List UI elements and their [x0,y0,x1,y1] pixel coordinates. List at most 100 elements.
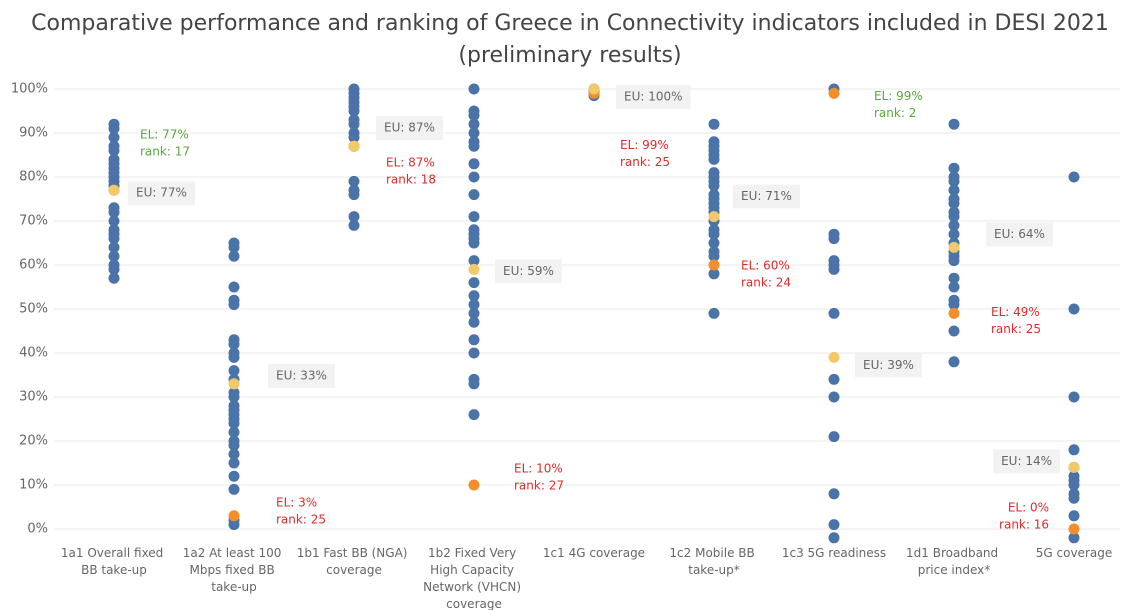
el-label: EL: 77% [140,128,189,142]
eu-label-box [616,85,691,109]
eu-label: EU: 64% [986,222,1053,247]
y-tick-label: 80% [19,170,48,185]
country-dot [228,483,240,495]
el-dot [828,87,840,99]
country-dot [1068,510,1080,522]
eu-label-box [128,181,195,206]
country-dot [828,488,840,500]
el-label: EL: 0% [1008,501,1049,515]
country-dot [348,189,360,201]
country-dot [108,131,120,143]
y-tick-label: 0% [27,522,48,537]
country-dot [108,241,120,253]
country-dot [828,307,840,319]
eu-label-text: EU: 64% [994,227,1045,241]
country-dot [468,290,480,302]
country-dot [708,153,720,165]
el-label: EL: 99% [874,89,923,103]
country-dot [948,325,960,337]
country-dot [828,532,840,544]
country-dot [468,83,480,95]
eu-label-text: EU: 59% [503,264,554,278]
country-dot [948,184,960,196]
country-dot [948,219,960,231]
el-dot [708,259,720,271]
x-tick-label: 1a1 Overall fixed BB take-up [61,546,167,577]
country-dot [228,241,240,253]
country-dot [708,118,720,130]
el-dot [1068,523,1080,535]
y-tick-label: 60% [19,258,48,273]
eu-label-text: EU: 100% [624,90,683,104]
country-dot [948,162,960,174]
country-dot [948,197,960,209]
eu-label: EU: 71% [733,184,800,209]
country-dot [948,356,960,368]
eu-label-box [986,222,1053,247]
country-dot [948,175,960,187]
country-dot [708,307,720,319]
chart-title: Comparative performance and ranking of G… [31,11,1109,36]
country-dot [228,365,240,377]
el-dot [948,307,960,319]
y-tick-label: 90% [19,126,48,141]
eu-label-box [855,353,922,378]
eu-label: EU: 77% [128,181,195,206]
country-dot [108,145,120,157]
el-rank-label: rank: 18 [386,173,436,187]
el-label: EL: 3% [276,495,317,509]
country-dot [348,131,360,143]
country-dot [348,211,360,223]
country-dot [108,215,120,227]
eu-dot [828,351,840,363]
country-dot [468,347,480,359]
eu-label-box [993,449,1060,474]
country-dot [468,299,480,311]
country-dot [708,228,720,240]
eu-label: EU: 39% [855,353,922,378]
x-tick-label: 1b2 Fixed Very High Capacity Network (VH… [423,546,525,610]
country-dot [108,123,120,135]
eu-label-box [268,363,335,388]
country-dot [948,281,960,293]
eu-label-text: EU: 39% [863,358,914,372]
el-rank-label: rank: 25 [991,322,1041,336]
eu-label-box [376,116,443,141]
eu-label: EU: 14% [993,449,1060,474]
country-dot [468,127,480,139]
country-dot [1068,303,1080,315]
country-dot [228,448,240,460]
country-dot [948,299,960,311]
el-dot [228,510,240,522]
eu-dot [228,378,240,390]
eu-dot [948,241,960,253]
country-dot [468,409,480,421]
country-dot [108,206,120,218]
country-dot [468,255,480,267]
eu-dot [708,211,720,223]
el-rank-label: rank: 16 [999,518,1049,532]
country-dot [948,272,960,284]
country-dot [228,250,240,262]
country-dot [468,140,480,152]
eu-label-text: EU: 87% [384,121,435,135]
el-rank-label: rank: 2 [874,106,916,120]
country-dot [828,263,840,275]
country-dot [228,299,240,311]
x-tick-label: 5G coverage [1036,546,1112,560]
y-tick-label: 70% [19,214,48,229]
country-dot [948,211,960,223]
country-dot [708,250,720,262]
country-dot [828,391,840,403]
eu-label-box [495,259,562,284]
eu-label-text: EU: 71% [741,189,792,203]
country-dot [228,281,240,293]
country-dot [1068,444,1080,456]
y-tick-label: 50% [19,302,48,317]
x-tick-label: 1c3 5G readiness [782,546,886,560]
el-rank-label: rank: 17 [140,145,190,159]
country-dot [348,219,360,231]
el-rank-label: rank: 25 [276,512,326,526]
